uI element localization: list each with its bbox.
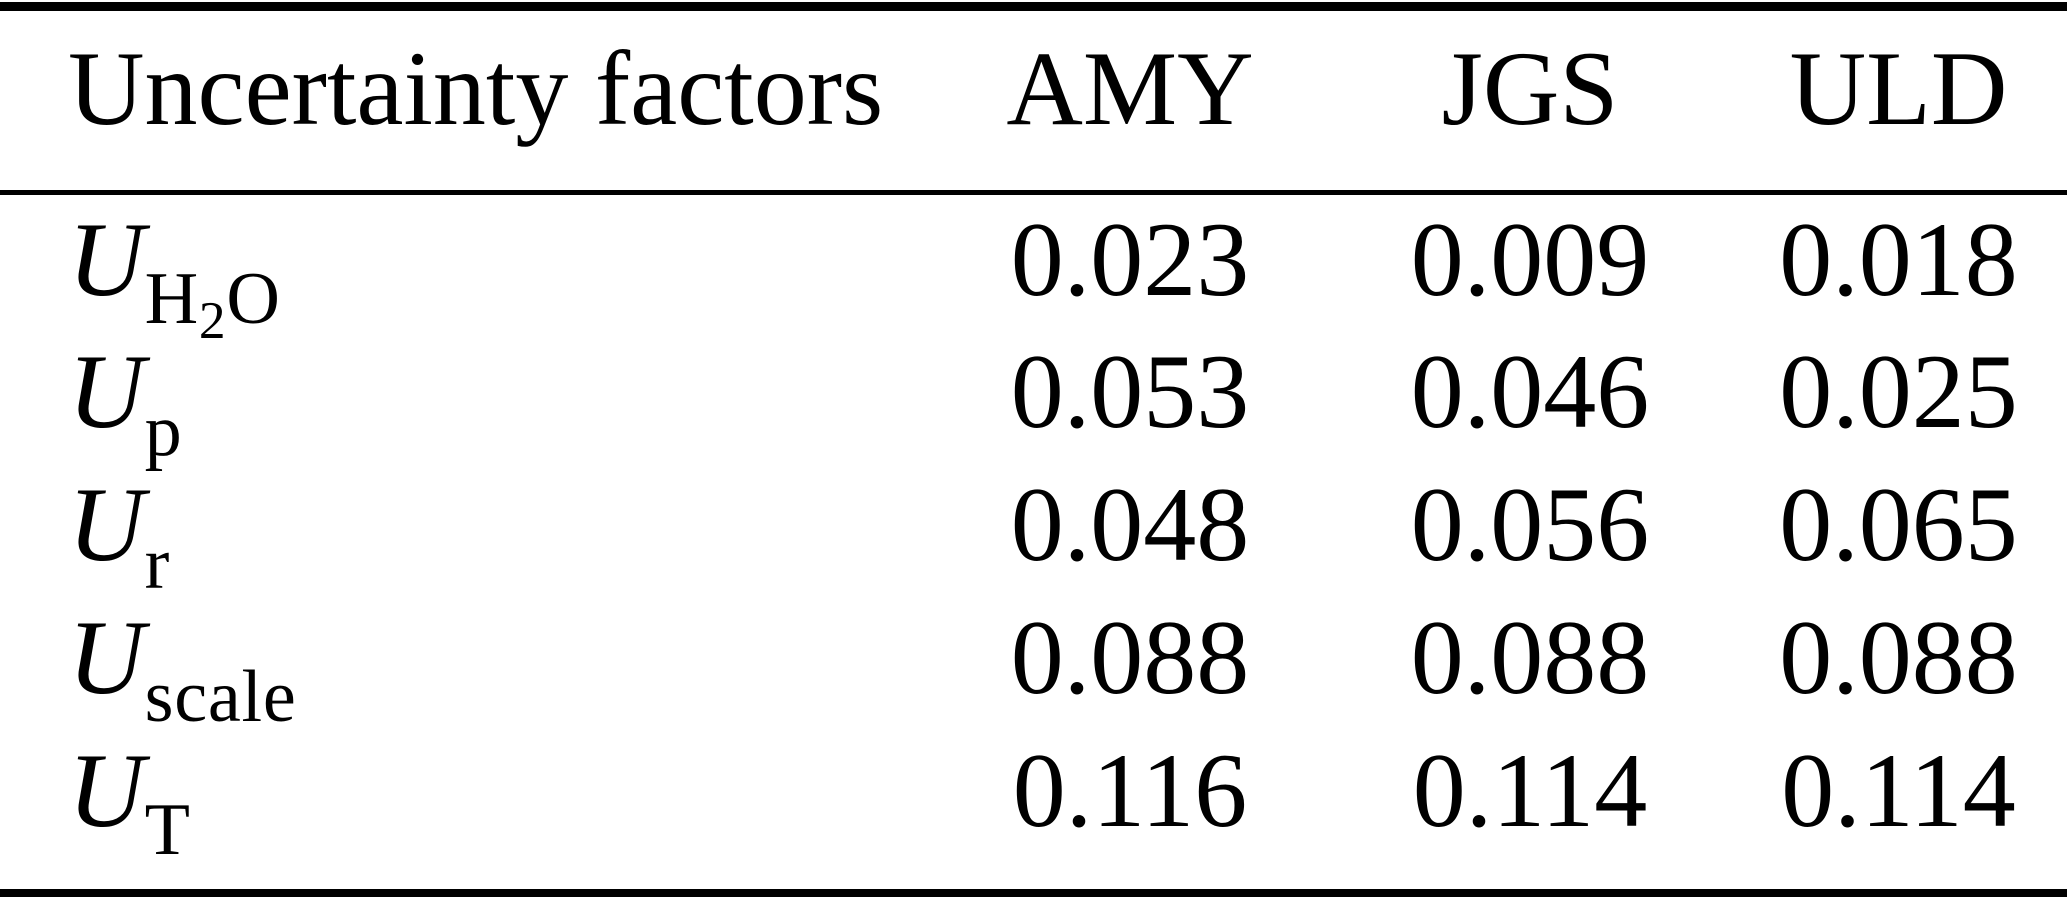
cell-amy: 0.116: [1012, 732, 1248, 849]
cell-uld: 0.088: [1779, 599, 2018, 716]
row-subscript: scale: [144, 656, 297, 739]
table-row: UT 0.116 0.114 0.114: [0, 725, 2067, 868]
cell-uld: 0.025: [1779, 333, 2018, 450]
subscript-digit: 2: [198, 290, 227, 351]
spacer-row: [0, 858, 2067, 893]
row-label: Uscale: [0, 592, 930, 735]
cell-uld: 0.018: [1779, 201, 2018, 319]
row-subscript: T: [144, 789, 191, 872]
header-row: Uncertainty factors AMY JGS ULD: [0, 7, 2067, 193]
table-row: Up 0.053 0.046 0.025: [0, 326, 2067, 469]
row-symbol: U: [68, 599, 145, 716]
cell-uld: 0.114: [1781, 732, 2016, 849]
row-subscript: p: [144, 390, 183, 473]
row-symbol: U: [68, 732, 145, 849]
row-symbol: U: [68, 333, 145, 450]
cell-jgs: 0.009: [1410, 201, 1650, 319]
row-label: UT: [0, 725, 930, 868]
table-row: UH2O 0.023 0.009 0.018: [0, 193, 2067, 347]
row-label: Up: [0, 326, 930, 469]
cell-jgs: 0.114: [1412, 732, 1648, 849]
header-jgs: JGS: [1441, 29, 1619, 147]
header-amy: AMY: [1006, 29, 1254, 147]
cell-jgs: 0.056: [1410, 466, 1650, 583]
cell-jgs: 0.046: [1410, 333, 1650, 450]
cell-jgs: 0.088: [1410, 599, 1650, 716]
table-row: Ur 0.048 0.056 0.065: [0, 459, 2067, 602]
cell-uld: 0.065: [1779, 466, 2018, 583]
row-subscript: H2O: [144, 258, 281, 351]
table-row: Uscale 0.088 0.088 0.088: [0, 592, 2067, 735]
cell-amy: 0.048: [1010, 466, 1250, 583]
row-label: Ur: [0, 459, 930, 602]
header-uncertainty-factors: Uncertainty factors: [68, 29, 884, 147]
table-body: UH2O 0.023 0.009 0.018 Up 0.053 0.046 0.…: [0, 193, 2067, 893]
row-symbol: U: [68, 201, 145, 319]
table-header: Uncertainty factors AMY JGS ULD: [0, 7, 2067, 193]
header-uld: ULD: [1789, 29, 2008, 147]
cell-amy: 0.088: [1010, 599, 1250, 716]
cell-amy: 0.023: [1010, 201, 1250, 319]
row-subscript: r: [144, 523, 171, 606]
row-symbol: U: [68, 466, 145, 583]
row-label: UH2O: [0, 193, 930, 347]
cell-amy: 0.053: [1010, 333, 1250, 450]
